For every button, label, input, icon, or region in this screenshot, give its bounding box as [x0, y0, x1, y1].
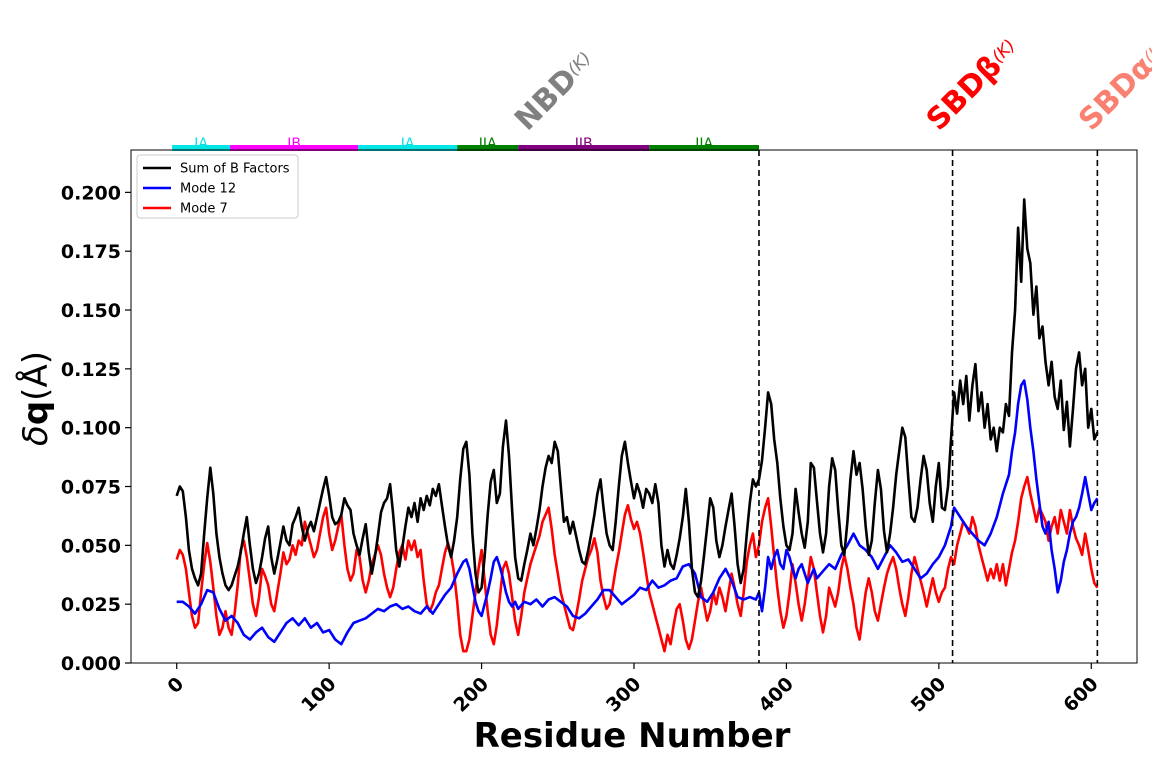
segment-label-iia: IIA — [695, 136, 713, 152]
plot-area-series — [175, 198, 1099, 653]
legend-label-1: Mode 12 — [180, 182, 236, 197]
domain-label-1: SBDβ(K) — [920, 31, 1026, 137]
domain-label-2: SBDα(K) — [1072, 32, 1152, 138]
y-tick-label: 0.200 — [61, 182, 121, 204]
legend-label-0: Sum of B Factors — [180, 162, 290, 177]
x-axis-ticks: 0 100 200 300 400 500 600 — [163, 663, 1103, 717]
y-tick-label: 0.100 — [61, 418, 121, 440]
segment-label-ia: IA — [401, 136, 415, 152]
domain-boundaries — [758, 150, 1099, 663]
y-tick-label: 0.125 — [61, 359, 121, 381]
x-axis-title: Residue Number — [474, 716, 791, 756]
legend: Sum of B Factors Mode 12 Mode 7 — [136, 154, 299, 219]
domain-labels: NBD(K) SBDβ(K) SBDα(K) — [508, 31, 1152, 138]
segment-label-ia: IA — [194, 136, 208, 152]
legend-box — [136, 154, 299, 219]
x-tick-label: 500 — [907, 673, 951, 717]
y-tick-label: 0.025 — [61, 594, 121, 616]
domain-segment-bar: IA IB IA IIA IIB IIA — [172, 136, 759, 152]
y-tick-label: 0.150 — [61, 300, 121, 322]
y-tick-label: 0.000 — [61, 653, 121, 675]
segment-label-iia: IIA — [479, 136, 497, 152]
series-line-1 — [176, 379, 1099, 646]
series-line-0 — [175, 198, 1099, 599]
x-tick-label: 0 — [163, 673, 188, 698]
x-tick-label: 200 — [450, 673, 494, 717]
segment-bar-ia — [172, 145, 231, 151]
legend-label-2: Mode 7 — [180, 202, 228, 217]
x-tick-label: 400 — [754, 673, 798, 717]
domain-name: SBDα — [1072, 49, 1152, 137]
y-axis-title-unit: (Å) — [15, 351, 56, 401]
segment-bar-iib — [518, 145, 650, 151]
segment-bar-iia — [457, 145, 519, 151]
domain-name: SBDβ — [920, 49, 1009, 138]
y-axis-ticks: 0.000 0.025 0.050 0.075 0.100 0.125 0.150 0.175… — [61, 182, 131, 675]
y-axis-title: δq(Å) — [15, 351, 56, 446]
segment-label-iib: IIB — [575, 136, 593, 152]
x-tick-label: 300 — [602, 673, 646, 717]
segment-bar-ib — [230, 145, 359, 151]
y-tick-label: 0.175 — [61, 241, 121, 263]
segment-bar-iia — [649, 145, 759, 151]
segment-label-ib: IB — [287, 136, 301, 152]
y-axis-title-prefix: δ — [16, 425, 56, 446]
domain-subscript: (K) — [1140, 36, 1152, 67]
y-tick-label: 0.075 — [61, 477, 121, 499]
series-line-2 — [175, 475, 1099, 653]
y-axis-title-symbol: q — [16, 401, 56, 425]
x-tick-label: 100 — [297, 673, 341, 717]
domain-label-0: NBD(K) — [508, 44, 602, 138]
x-tick-label: 600 — [1059, 673, 1103, 717]
y-tick-label: 0.050 — [61, 535, 121, 557]
segment-bar-ia — [358, 145, 458, 151]
